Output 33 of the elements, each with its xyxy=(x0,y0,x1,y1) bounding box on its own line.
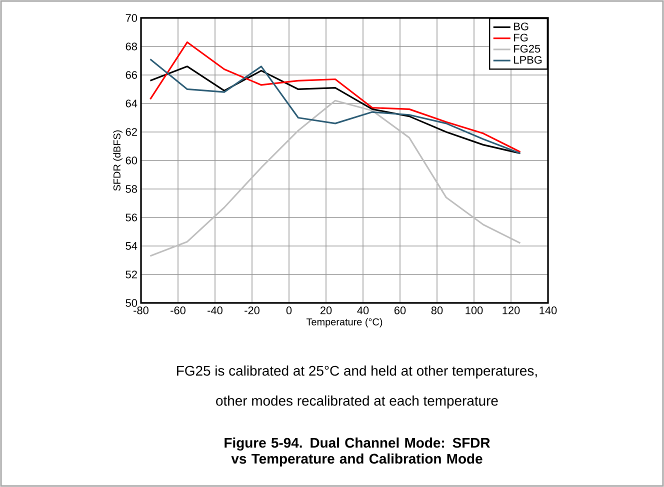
y-tick-label: 62 xyxy=(126,128,137,136)
y-tick-label: 52 xyxy=(126,270,137,278)
line-series xyxy=(149,100,522,257)
y-tick-label: 56 xyxy=(126,214,137,222)
y-tick-label: 66 xyxy=(126,71,137,79)
text: Figure 5-94. Dual Channel Mode: SFDR vs Temperature and Calibration Mode xyxy=(224,438,490,466)
x-axis-title: Temperature (°C) xyxy=(306,318,382,328)
x-tick-label: -60 xyxy=(170,306,186,314)
x-tick-label: 100 xyxy=(466,306,483,314)
legend-label: LPBG xyxy=(514,56,542,64)
text: FG25 is calibrated at 25°C and held at other temperatures, xyxy=(177,365,537,378)
y-tick-label: 68 xyxy=(126,42,137,50)
x-tick-label: 80 xyxy=(431,306,443,314)
legend-label: FG xyxy=(514,34,528,42)
y-tick-label: 54 xyxy=(126,242,138,250)
x-tick-label: 140 xyxy=(540,306,557,314)
x-tick-label: 40 xyxy=(357,306,369,314)
x-tick-label: 0 xyxy=(286,306,292,314)
y-tick-label: 50 xyxy=(126,299,138,307)
x-tick-label: 60 xyxy=(394,306,406,314)
y-tick-label: 70 xyxy=(126,14,138,22)
x-tick-label: 20 xyxy=(320,306,332,314)
x-tick-label: 120 xyxy=(502,306,520,314)
legend-label: BG xyxy=(514,22,528,30)
y-axis-title: SFDR (dBFS) xyxy=(113,130,122,191)
y-tick-label: 60 xyxy=(126,156,138,164)
text: other modes recalibrated at each temperature xyxy=(216,395,498,408)
y-tick-label: 58 xyxy=(126,185,137,193)
y-tick-label: 64 xyxy=(126,100,138,108)
x-tick-label: -40 xyxy=(208,306,222,314)
x-tick-label: -80 xyxy=(134,306,148,314)
x-tick-label: -20 xyxy=(244,306,260,314)
legend-label: FG25 xyxy=(514,44,540,53)
